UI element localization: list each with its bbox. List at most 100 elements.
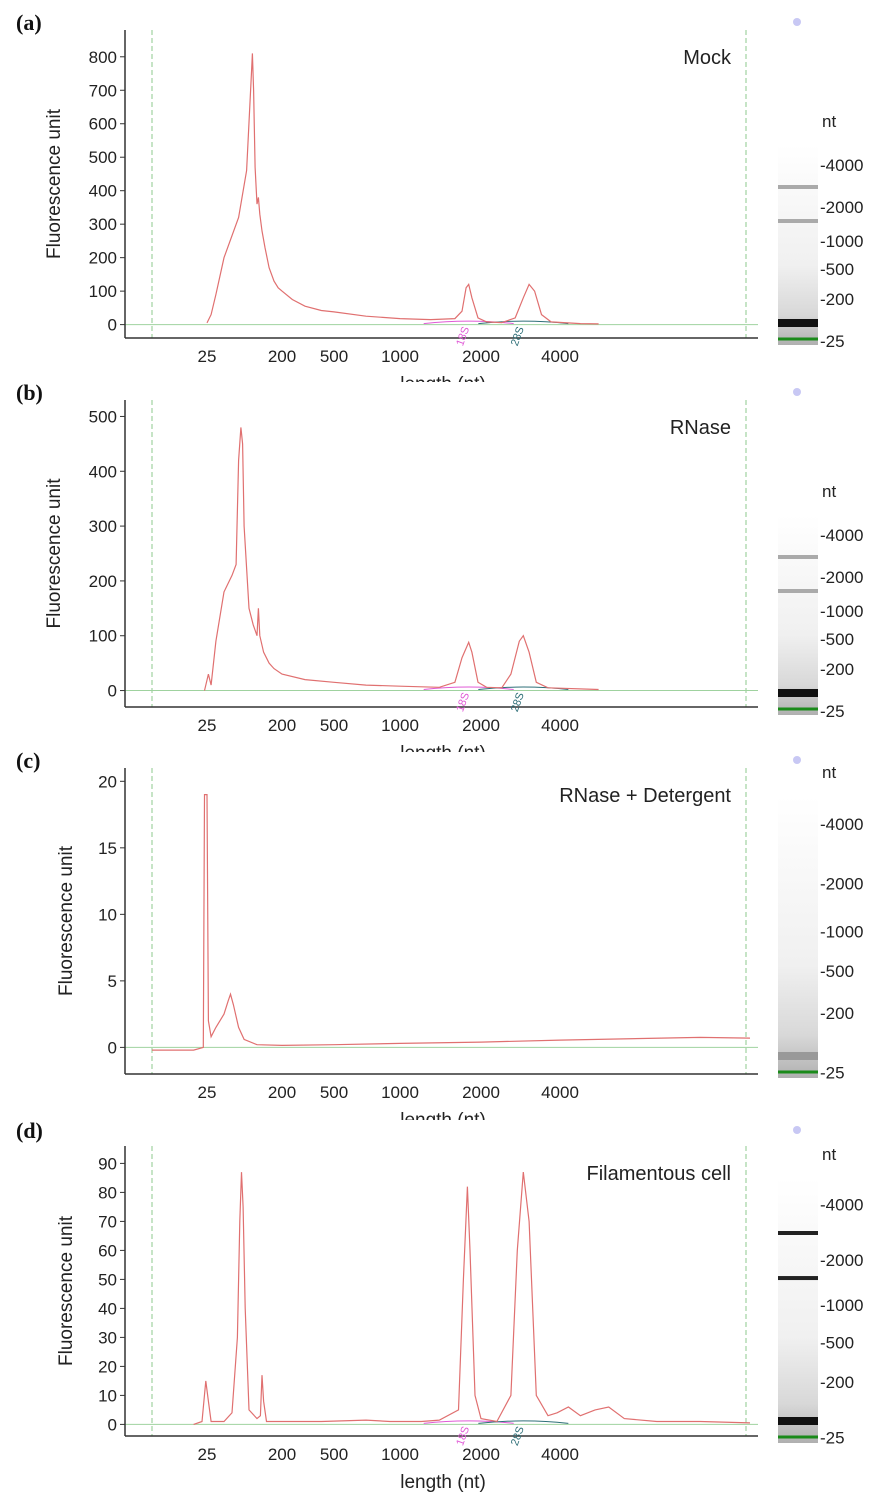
- gel-size-label: -500: [820, 1333, 854, 1352]
- y-axis-label: Fluorescence unit: [56, 1215, 77, 1366]
- gel-size-label: -200: [820, 660, 854, 679]
- chart-title: Mock: [683, 47, 732, 69]
- panel-d: (d) 0 10 20 30 40 50 60 70 80 90 25 200 500 1000 2000 4…: [0, 1118, 881, 1498]
- electropherogram-chart: 010020030040050025200500100020004000leng…: [44, 388, 863, 764]
- y-tick-label: 90: [98, 1154, 117, 1173]
- peak-region-line: [478, 1420, 569, 1424]
- gel-unit-label: nt: [822, 482, 836, 501]
- indicator-dot: [793, 388, 801, 396]
- gel-size-label: -200: [820, 1004, 854, 1023]
- gel-size-label: -4000: [820, 815, 863, 834]
- y-tick-label: 30: [98, 1328, 117, 1347]
- y-tick-label: 0: [108, 316, 117, 335]
- y-tick-label: 700: [89, 81, 117, 100]
- gel-lane: [778, 796, 818, 1078]
- gel-band: [778, 589, 818, 593]
- x-tick-label: 200: [268, 1083, 296, 1102]
- y-tick-label: 60: [98, 1241, 117, 1260]
- y-tick-label: 100: [89, 282, 117, 301]
- y-tick-label: 100: [89, 627, 117, 646]
- x-tick-label: 1000: [381, 716, 419, 735]
- x-tick-label: 500: [320, 1083, 348, 1102]
- x-tick-label: 200: [268, 347, 296, 366]
- peak-region-line: [423, 686, 514, 691]
- y-axis-label: Fluorescence unit: [44, 108, 65, 259]
- peak-region-line: [423, 1420, 514, 1424]
- gel-band-bottom: [778, 1052, 818, 1060]
- gel-band: [778, 1231, 818, 1235]
- y-tick-label: 800: [89, 48, 117, 67]
- y-tick-label: 400: [89, 462, 117, 481]
- panel-a: (a) 0 100 200 300 400 500 600 700 800 25 200 500 100…: [0, 10, 881, 395]
- gel-size-label: -4000: [820, 1196, 863, 1215]
- gel-size-label: -1000: [820, 1296, 863, 1315]
- chart-title: RNase: [670, 417, 731, 439]
- peak-marker-label: 28S: [509, 325, 527, 348]
- gel-band: [778, 555, 818, 559]
- y-tick-label: 400: [89, 182, 117, 201]
- gel-unit-label: nt: [822, 1145, 836, 1164]
- panel-label: (a): [16, 10, 42, 35]
- y-tick-label: 50: [98, 1270, 117, 1289]
- x-tick-label: 4000: [541, 1445, 579, 1464]
- y-tick-label: 5: [108, 972, 117, 991]
- x-tick-label: 2000: [462, 347, 500, 366]
- x-tick-label: 1000: [381, 1445, 419, 1464]
- gel-size-label: -2000: [820, 1251, 863, 1270]
- y-tick-label: 20: [98, 772, 117, 791]
- indicator-dot: [793, 18, 801, 26]
- x-tick-label: 1000: [381, 1083, 419, 1102]
- x-tick-label: 4000: [541, 1083, 579, 1102]
- panel-label: (b): [16, 380, 43, 405]
- y-tick-label: 40: [98, 1299, 117, 1318]
- gel-size-label: -25: [820, 332, 845, 351]
- gel-size-label: -1000: [820, 602, 863, 621]
- y-tick-label: 80: [98, 1183, 117, 1202]
- chart-title: Filamentous cell: [586, 1163, 731, 1185]
- gel-size-label: -1000: [820, 922, 863, 941]
- y-tick-label: 500: [89, 148, 117, 167]
- x-tick-label: 2000: [462, 716, 500, 735]
- peak-region-line: [423, 320, 514, 325]
- gel-lane: [778, 1178, 818, 1443]
- electropherogram-chart: 0 10 20 30 40 50 60 70 80 90 25 200 500 1000 2000 4000 l…: [56, 1126, 863, 1493]
- x-tick-label: 500: [320, 1445, 348, 1464]
- gel-lane: [778, 515, 818, 715]
- gel-band: [778, 219, 818, 223]
- series-line: [206, 53, 599, 325]
- gel-size-label: -500: [820, 260, 854, 279]
- x-axis-label: length (nt): [400, 1472, 486, 1493]
- peak-marker-label: 28S: [509, 691, 527, 714]
- gel-size-label: -2000: [820, 568, 863, 587]
- panel-label: (c): [16, 748, 41, 773]
- gel-size-label: -25: [820, 702, 845, 721]
- x-tick-label: 200: [268, 716, 296, 735]
- y-tick-label: 0: [108, 682, 117, 701]
- series-line: [152, 793, 751, 1051]
- panel-b: (b) 0 100 200 300 400 500 25 200 500 1000 2000 4000…: [0, 380, 881, 764]
- electropherogram-chart: 0510152025200500100020004000length (nt)F…: [56, 756, 863, 1131]
- x-tick-label: 25: [198, 716, 217, 735]
- gel-band-bottom: [778, 319, 818, 327]
- x-tick-label: 2000: [462, 1083, 500, 1102]
- x-tick-label: 4000: [541, 716, 579, 735]
- gel-band: [778, 185, 818, 189]
- y-tick-label: 500: [89, 407, 117, 426]
- y-tick-label: 70: [98, 1212, 117, 1231]
- y-tick-label: 20: [98, 1357, 117, 1376]
- gel-size-label: -1000: [820, 232, 863, 251]
- y-tick-label: 200: [89, 249, 117, 268]
- peak-marker-label: 18S: [454, 325, 472, 348]
- gel-size-label: -200: [820, 290, 854, 309]
- x-tick-label: 25: [198, 1083, 217, 1102]
- y-axis-label: Fluorescence unit: [44, 478, 65, 629]
- x-tick-label: 25: [198, 1445, 217, 1464]
- y-tick-label: 0: [108, 1415, 117, 1434]
- y-tick-label: 300: [89, 517, 117, 536]
- gel-band-bottom: [778, 1417, 818, 1425]
- x-tick-label: 1000: [381, 347, 419, 366]
- x-tick-label: 200: [268, 1445, 296, 1464]
- y-axis-label: Fluorescence unit: [56, 845, 77, 996]
- x-tick-label: 500: [320, 347, 348, 366]
- series-line: [203, 427, 599, 691]
